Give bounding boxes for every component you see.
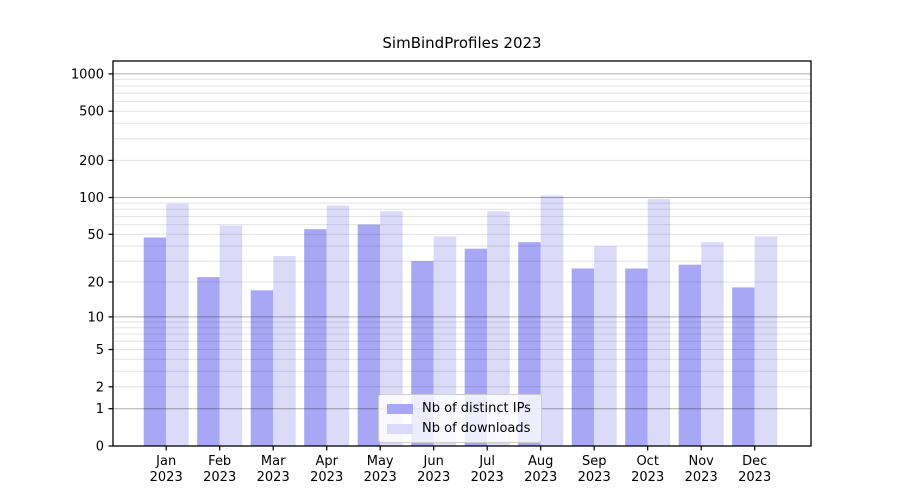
bar-ips-sep: [571, 268, 595, 446]
bar-ips-nov: [678, 264, 702, 446]
x-tick-label-month: Jan: [155, 454, 176, 469]
y-tick-label: 2: [96, 380, 104, 395]
y-tick-label: 5: [96, 343, 104, 358]
bar-ips-may: [357, 224, 381, 446]
x-tick-label-month: Aug: [528, 454, 553, 469]
bar-downloads-aug: [540, 195, 564, 446]
bar-downloads-oct: [647, 199, 671, 446]
bar-ips-apr: [304, 229, 327, 446]
axes-frame: [112, 60, 812, 447]
bar-downloads-apr: [326, 205, 350, 446]
x-tick-label-year: 2023: [257, 470, 290, 485]
y-tick-label: 1: [96, 402, 104, 417]
bar-ips-dec: [732, 287, 755, 446]
y-tick-label: 0: [96, 440, 104, 455]
bar-downloads-nov: [701, 242, 724, 446]
x-tick-label-year: 2023: [203, 470, 236, 485]
legend-row-distinct-ips: Nb of distinct IPs: [387, 401, 531, 416]
x-tick-label-month: Sep: [582, 454, 607, 469]
bar-ips-oct: [625, 268, 648, 446]
y-tick-label: 1000: [71, 67, 104, 82]
x-tick-label-year: 2023: [364, 470, 397, 485]
legend-row-downloads: Nb of downloads: [387, 421, 531, 436]
y-tick-label: 500: [79, 105, 104, 120]
bar-downloads-jan: [166, 203, 189, 446]
bar-downloads-sep: [594, 246, 617, 446]
bar-downloads-feb: [219, 225, 243, 446]
bar-downloads-may: [380, 211, 403, 446]
y-tick-label: 10: [87, 310, 104, 325]
bar-downloads-mar: [273, 256, 296, 446]
bar-ips-jan: [143, 237, 167, 446]
bar-ips-mar: [250, 290, 274, 446]
y-tick-label: 20: [87, 276, 104, 291]
legend-label-distinct-ips: Nb of distinct IPs: [422, 401, 531, 416]
x-tick-label-year: 2023: [738, 470, 771, 485]
x-tick-label-month: Feb: [208, 454, 231, 469]
x-tick-label-year: 2023: [417, 470, 450, 485]
x-tick-label-year: 2023: [471, 470, 504, 485]
x-tick-label-year: 2023: [631, 470, 664, 485]
x-tick-label-month: Nov: [689, 454, 715, 469]
y-tick-label: 100: [79, 191, 104, 206]
chart-title: SimBindProfiles 2023: [382, 34, 542, 52]
bar-downloads-jun: [433, 236, 457, 446]
x-tick-label-month: Mar: [261, 454, 286, 469]
y-tick-label: 50: [87, 228, 104, 243]
bar-ips-feb: [197, 277, 220, 446]
x-tick-label-year: 2023: [150, 470, 183, 485]
legend-swatch-downloads: [387, 423, 413, 434]
x-tick-label-month: Jul: [478, 454, 495, 469]
x-tick-label-month: Apr: [315, 454, 338, 469]
x-tick-label-year: 2023: [524, 470, 557, 485]
x-tick-label-month: Jun: [423, 454, 444, 469]
y-tick-label: 200: [79, 154, 104, 169]
legend-swatch-distinct-ips: [387, 403, 413, 414]
legend-label-downloads: Nb of downloads: [422, 421, 531, 436]
x-tick-label-month: Oct: [636, 454, 658, 469]
bar-downloads-dec: [754, 236, 778, 446]
x-tick-label-year: 2023: [685, 470, 718, 485]
x-tick-label-year: 2023: [310, 470, 343, 485]
x-tick-label-year: 2023: [578, 470, 611, 485]
x-tick-label-month: May: [367, 454, 394, 469]
bar-downloads-jul: [487, 211, 510, 446]
x-tick-label-month: Dec: [742, 454, 767, 469]
legend: Nb of distinct IPs Nb of downloads: [378, 394, 542, 443]
